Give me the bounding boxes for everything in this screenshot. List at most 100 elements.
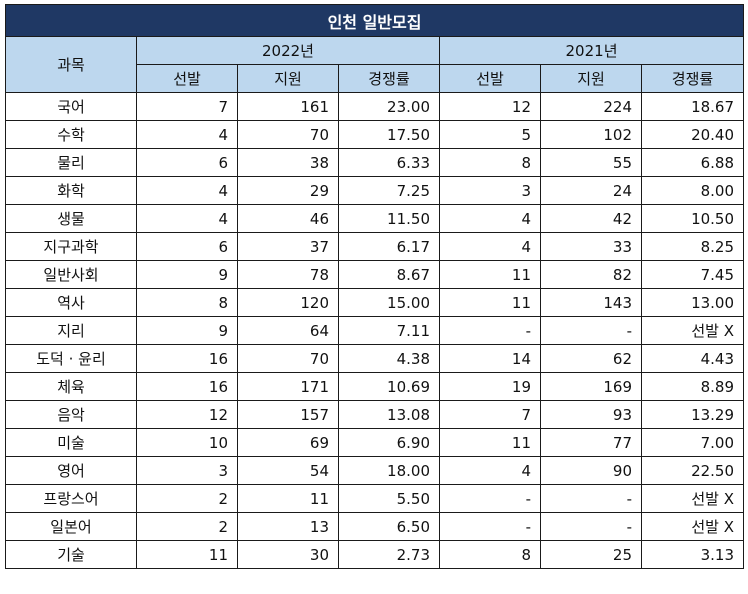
subject-cell: 역사 — [5, 288, 137, 317]
subject-cell: 물리 — [5, 148, 137, 177]
table-row: 생물 4 46 11.50 4 42 10.50 — [5, 204, 745, 233]
selected-2022-cell: 7 — [136, 92, 238, 121]
selected-2021-cell: - — [439, 484, 541, 513]
selected-2021-cell: 19 — [439, 372, 541, 401]
ratio-2021-cell: 4.43 — [640, 344, 745, 373]
applicants-2022-cell: 64 — [237, 316, 339, 345]
selected-2021-cell: 7 — [439, 400, 541, 429]
selected-2021-cell: 11 — [439, 260, 541, 289]
ratio-2022-cell: 13.08 — [338, 400, 440, 429]
ratio-2022-cell: 6.90 — [338, 428, 440, 457]
subject-header: 과목 — [5, 36, 137, 93]
year-2021-header: 2021년 — [438, 36, 745, 65]
ratio-2022-cell: 6.50 — [338, 512, 440, 541]
applicants-2021-cell: 82 — [540, 260, 642, 289]
selected-2022-cell: 6 — [136, 232, 238, 261]
applicants-2021-cell: 77 — [540, 428, 642, 457]
applicants-2022-cell: 70 — [237, 344, 339, 373]
subject-cell: 체육 — [5, 372, 137, 401]
ratio-2022-cell: 23.00 — [338, 92, 440, 121]
col-header-ratio: 경쟁률 — [640, 64, 745, 93]
applicants-2022-cell: 46 — [237, 204, 339, 233]
applicants-2022-cell: 37 — [237, 232, 339, 261]
subject-cell: 지리 — [5, 316, 137, 345]
ratio-2022-cell: 6.17 — [338, 232, 440, 261]
col-header-ratio: 경쟁률 — [338, 64, 440, 93]
applicants-2021-cell: 224 — [540, 92, 642, 121]
subject-cell: 프랑스어 — [5, 484, 137, 513]
selected-2021-cell: 11 — [439, 428, 541, 457]
applicants-2022-cell: 54 — [237, 456, 339, 485]
table-row: 화학 4 29 7.25 3 24 8.00 — [5, 176, 745, 205]
applicants-2021-cell: 42 — [540, 204, 642, 233]
year-2022-header: 2022년 — [136, 36, 440, 65]
selected-2021-cell: 5 — [439, 120, 541, 149]
applicants-2022-cell: 29 — [237, 176, 339, 205]
table-row: 미술 10 69 6.90 11 77 7.00 — [5, 428, 745, 457]
ratio-2021-cell: 18.67 — [640, 92, 745, 121]
table-row: 지구과학 6 37 6.17 4 33 8.25 — [5, 232, 745, 261]
col-header-applicants: 지원 — [540, 64, 642, 93]
selected-2021-cell: 4 — [439, 204, 541, 233]
subject-cell: 음악 — [5, 400, 137, 429]
applicants-2021-cell: - — [540, 316, 642, 345]
ratio-2021-cell: 22.50 — [640, 456, 745, 485]
ratio-2022-cell: 2.73 — [338, 540, 440, 569]
ratio-2021-cell: 7.45 — [640, 260, 745, 289]
ratio-2022-cell: 7.25 — [338, 176, 440, 205]
selected-2022-cell: 10 — [136, 428, 238, 457]
applicants-2021-cell: 102 — [540, 120, 642, 149]
col-header-selected: 선발 — [136, 64, 238, 93]
selected-2022-cell: 9 — [136, 260, 238, 289]
selected-2022-cell: 9 — [136, 316, 238, 345]
table-row: 영어 3 54 18.00 4 90 22.50 — [5, 456, 745, 485]
applicants-2021-cell: 169 — [540, 372, 642, 401]
ratio-2022-cell: 15.00 — [338, 288, 440, 317]
table-row: 국어 7 161 23.00 12 224 18.67 — [5, 92, 745, 121]
table-body: 국어 7 161 23.00 12 224 18.67 수학 4 70 17.50 5 102 20.40… — [5, 92, 745, 569]
ratio-2022-cell: 7.11 — [338, 316, 440, 345]
selected-2022-cell: 4 — [136, 176, 238, 205]
subject-cell: 영어 — [5, 456, 137, 485]
ratio-2021-cell: 7.00 — [640, 428, 745, 457]
applicants-2022-cell: 30 — [237, 540, 339, 569]
ratio-2021-cell: 20.40 — [640, 120, 745, 149]
ratio-2021-cell: 선발 X — [640, 484, 745, 513]
subject-cell: 일본어 — [5, 512, 137, 541]
subject-cell: 미술 — [5, 428, 137, 457]
selected-2021-cell: 11 — [439, 288, 541, 317]
applicants-2021-cell: 25 — [540, 540, 642, 569]
applicants-2022-cell: 120 — [237, 288, 339, 317]
table-row: 수학 4 70 17.50 5 102 20.40 — [5, 120, 745, 149]
applicants-2022-cell: 70 — [237, 120, 339, 149]
ratio-2021-cell: 6.88 — [640, 148, 745, 177]
applicants-2021-cell: 55 — [540, 148, 642, 177]
subject-cell: 도덕 · 윤리 — [5, 344, 137, 373]
ratio-2021-cell: 선발 X — [640, 512, 745, 541]
applicants-2022-cell: 161 — [237, 92, 339, 121]
selected-2022-cell: 4 — [136, 204, 238, 233]
ratio-2022-cell: 4.38 — [338, 344, 440, 373]
selected-2022-cell: 4 — [136, 120, 238, 149]
recruitment-table: 인천 일반모집 과목 2022년 2021년 선발 지원 경쟁률 선발 지원 경… — [4, 4, 745, 569]
table-row: 역사 8 120 15.00 11 143 13.00 — [5, 288, 745, 317]
table-row: 물리 6 38 6.33 8 55 6.88 — [5, 148, 745, 177]
subject-cell: 수학 — [5, 120, 137, 149]
ratio-2021-cell: 13.00 — [640, 288, 745, 317]
applicants-2022-cell: 157 — [237, 400, 339, 429]
applicants-2021-cell: 24 — [540, 176, 642, 205]
selected-2021-cell: 8 — [439, 540, 541, 569]
ratio-2021-cell: 선발 X — [640, 316, 745, 345]
selected-2022-cell: 2 — [136, 484, 238, 513]
table-row: 지리 9 64 7.11- - 선발 X — [5, 316, 745, 345]
ratio-2021-cell: 13.29 — [640, 400, 745, 429]
selected-2021-cell: - — [439, 316, 541, 345]
applicants-2021-cell: - — [540, 484, 642, 513]
selected-2022-cell: 11 — [136, 540, 238, 569]
table-row: 프랑스어 2 11 5.50- - 선발 X — [5, 484, 745, 513]
subject-cell: 일반사회 — [5, 260, 137, 289]
selected-2022-cell: 16 — [136, 344, 238, 373]
applicants-2022-cell: 69 — [237, 428, 339, 457]
subject-cell: 화학 — [5, 176, 137, 205]
table-row: 기술 11 30 2.73 8 25 3.13 — [5, 540, 745, 569]
